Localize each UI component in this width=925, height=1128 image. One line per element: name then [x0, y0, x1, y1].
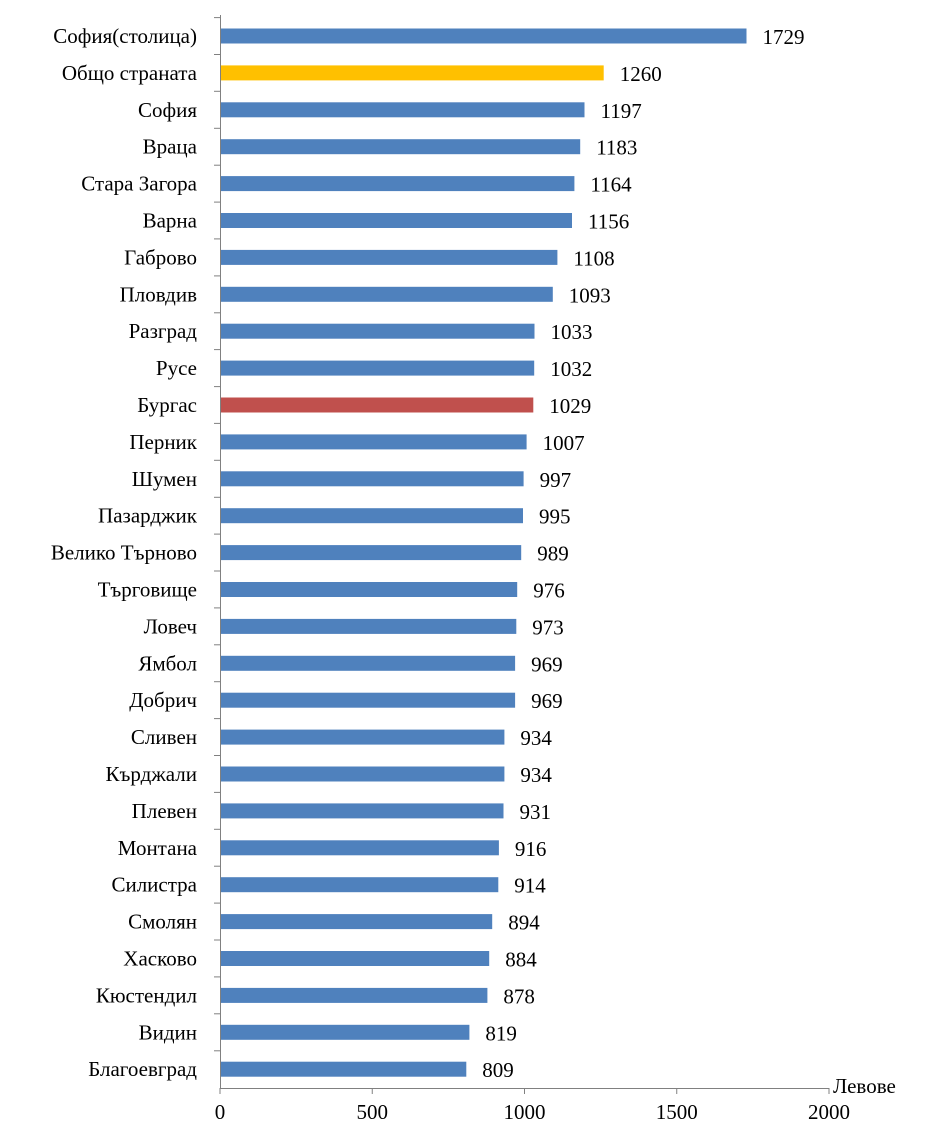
category-label: Бургас [137, 393, 197, 417]
value-label: 916 [515, 837, 547, 861]
bar-18 [220, 656, 515, 671]
value-label: 1260 [620, 62, 662, 86]
value-label: 1007 [543, 431, 585, 455]
category-label: Плевен [132, 799, 197, 823]
x-tick-label: 2000 [808, 1100, 850, 1124]
category-label: Добрич [129, 688, 197, 712]
x-tick-label: 1000 [504, 1100, 546, 1124]
bar-10 [220, 361, 534, 376]
bar-14 [220, 508, 523, 523]
x-axis-title: Левове [833, 1074, 896, 1098]
value-label: 969 [531, 689, 563, 713]
category-label: Велико Търново [51, 541, 197, 565]
category-label: Габрово [124, 245, 197, 269]
bar-9 [220, 324, 535, 339]
value-label: 969 [531, 652, 563, 676]
bar-6 [220, 213, 572, 228]
category-label: Стара Загора [81, 172, 197, 196]
category-label: Ямбол [138, 651, 197, 675]
bar-16 [220, 582, 517, 597]
value-label: 1156 [588, 210, 629, 234]
bar-28 [220, 1025, 469, 1040]
x-tick-label: 1500 [656, 1100, 698, 1124]
value-label: 894 [508, 911, 540, 935]
value-label: 976 [533, 579, 565, 603]
category-label: Варна [143, 209, 198, 233]
bar-5 [220, 176, 574, 191]
category-label: Общо страната [62, 61, 198, 85]
bar-2 [220, 65, 604, 80]
category-label: Силистра [111, 873, 197, 897]
bar-4 [220, 139, 580, 154]
value-label: 878 [503, 984, 535, 1008]
bar-7 [220, 250, 557, 265]
value-label: 819 [485, 1021, 517, 1045]
bar-11 [220, 398, 533, 413]
value-label: 934 [520, 726, 552, 750]
category-label: София [138, 98, 197, 122]
value-label: 1033 [551, 320, 593, 344]
value-label: 1183 [596, 136, 637, 160]
category-label: Ловеч [144, 614, 198, 638]
category-label: Разград [129, 319, 198, 343]
category-label: Русе [156, 356, 197, 380]
x-tick-label: 500 [357, 1100, 389, 1124]
category-label: Пловдив [120, 282, 197, 306]
category-label: Враца [143, 135, 198, 159]
category-label: Търговище [98, 578, 197, 602]
category-label: Кърджали [105, 762, 197, 786]
value-label: 809 [482, 1058, 514, 1082]
bar-3 [220, 102, 585, 117]
category-labels: София(столица) Общо страната София Враца Ста… [51, 24, 198, 1081]
value-label: 914 [514, 874, 546, 898]
bar-13 [220, 471, 524, 486]
value-label: 1029 [549, 394, 591, 418]
bar-23 [220, 840, 499, 855]
x-axis-ticks: 0 500 1000 1500 2000 [215, 1088, 850, 1124]
bar-27 [220, 988, 487, 1003]
value-label: 884 [505, 948, 537, 972]
value-label: 1197 [601, 99, 642, 123]
bar-21 [220, 767, 504, 782]
bar-22 [220, 803, 504, 818]
bar-17 [220, 619, 516, 634]
value-label: 1729 [763, 25, 805, 49]
category-label: Благоевград [88, 1057, 197, 1081]
category-label: Перник [129, 430, 197, 454]
category-label: Видин [139, 1020, 197, 1044]
bar-12 [220, 434, 527, 449]
bar-25 [220, 914, 492, 929]
bar-20 [220, 730, 504, 745]
bar-8 [220, 287, 553, 302]
category-label: Пазарджик [98, 504, 198, 528]
category-label: София(столица) [53, 24, 197, 48]
value-label: 1108 [573, 246, 614, 270]
bar-1 [220, 29, 747, 44]
value-label: 989 [537, 542, 569, 566]
bar-29 [220, 1062, 466, 1077]
category-label: Смолян [128, 910, 197, 934]
bars-group [220, 29, 747, 1077]
value-label: 995 [539, 505, 571, 529]
category-label: Хасково [123, 947, 197, 971]
category-label: Монтана [118, 836, 198, 860]
value-label: 931 [520, 800, 552, 824]
category-label: Сливен [131, 725, 197, 749]
bar-15 [220, 545, 521, 560]
value-label: 934 [520, 763, 552, 787]
bar-26 [220, 951, 489, 966]
bar-19 [220, 693, 515, 708]
value-label: 997 [540, 468, 572, 492]
value-label: 1093 [569, 283, 611, 307]
category-label: Шумен [132, 467, 197, 491]
value-label: 973 [532, 615, 564, 639]
x-tick-label: 0 [215, 1100, 226, 1124]
value-label: 1032 [550, 357, 592, 381]
value-label: 1164 [590, 173, 632, 197]
category-label: Кюстендил [96, 983, 197, 1007]
bar-24 [220, 877, 498, 892]
